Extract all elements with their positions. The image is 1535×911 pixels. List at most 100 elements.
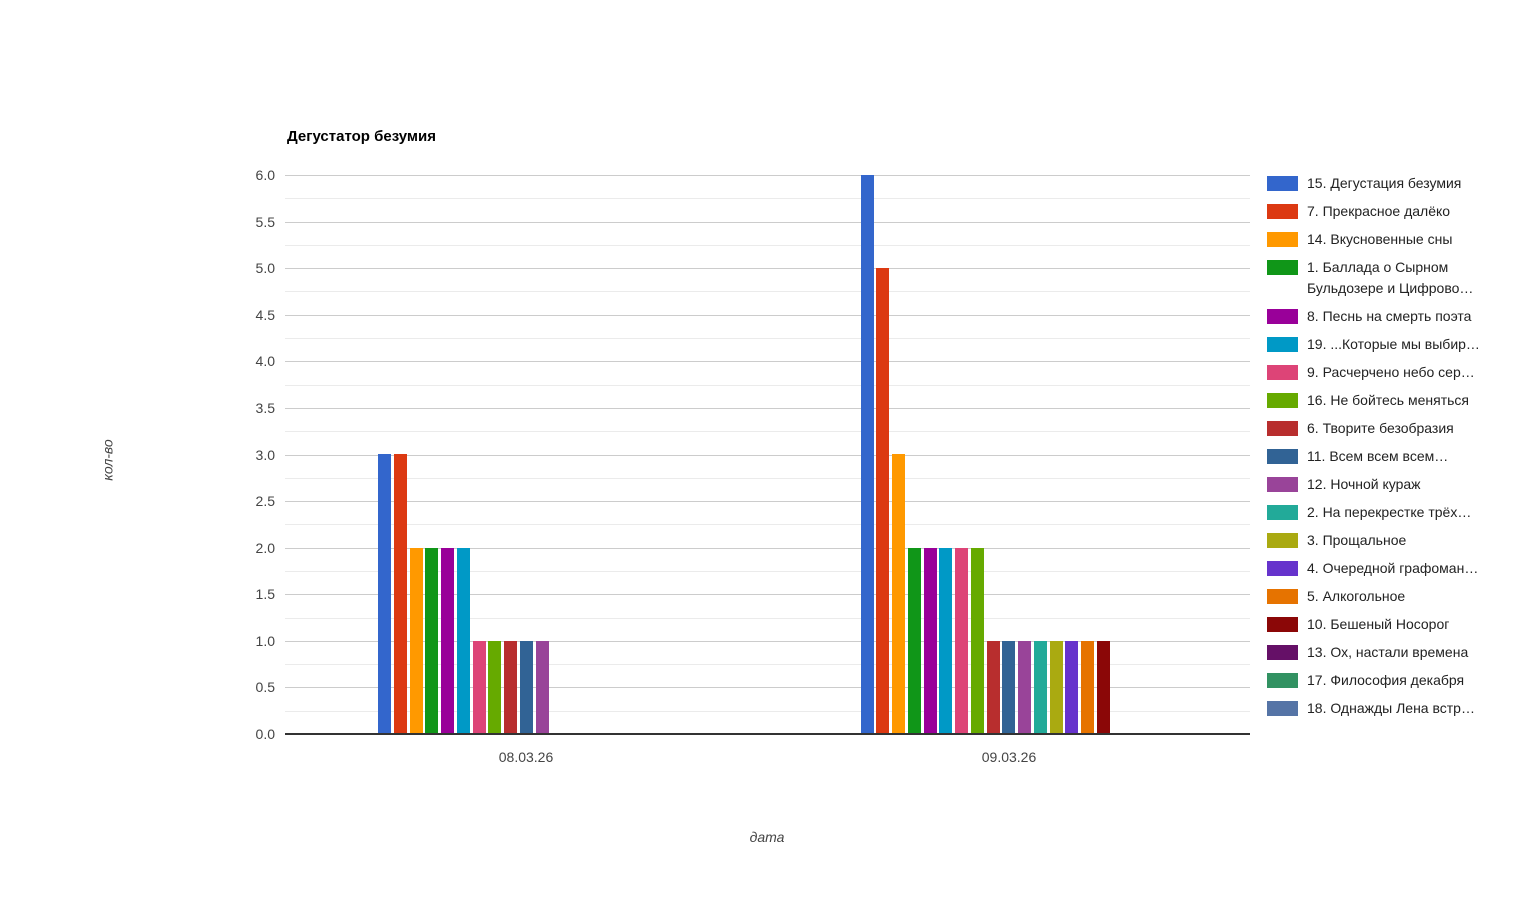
legend-item-16[interactable]: 10. Бешеный Носорог [1267,614,1517,635]
legend-item-18[interactable]: 17. Философия декабря [1267,670,1517,691]
gridline-minor [285,571,1250,572]
gridline-major [285,175,1250,176]
gridline-major [285,641,1250,642]
legend-item-5[interactable]: 8. Песнь на смерть поэта [1267,306,1517,327]
gridline-major [285,222,1250,223]
legend-swatch-icon [1267,589,1298,604]
gridline-minor [285,338,1250,339]
bar-1[interactable] [861,175,874,734]
bar-15[interactable] [1081,641,1094,734]
legend-swatch-icon [1267,393,1298,408]
bar-14[interactable] [1065,641,1078,734]
bar-13[interactable] [1050,641,1063,734]
legend-label: 16. Не бойтесь меняться [1307,392,1469,408]
legend-swatch-icon [1267,533,1298,548]
legend-item-8[interactable]: 16. Не бойтесь меняться [1267,390,1517,411]
gridline-minor [285,524,1250,525]
gridline-major [285,687,1250,688]
legend-item-2[interactable]: 7. Прекрасное далёко [1267,201,1517,222]
legend-item-15[interactable]: 5. Алкогольное [1267,586,1517,607]
legend-item-17[interactable]: 13. Ох, настали времена [1267,642,1517,663]
bar-8[interactable] [971,548,984,734]
legend-label: 5. Алкогольное [1307,588,1406,604]
bar-2[interactable] [876,268,889,734]
gridline-major [285,315,1250,316]
legend-swatch-icon [1267,204,1298,219]
y-tick-label: 0.5 [255,679,275,695]
bar-1[interactable] [378,454,391,734]
bar-9[interactable] [504,641,517,734]
bar-7[interactable] [955,548,968,734]
y-tick-label: 1.5 [255,586,275,602]
y-tick-label: 2.0 [255,540,275,556]
y-tick-label: 4.0 [255,353,275,369]
y-axis-title: кол-во [99,439,116,481]
legend-item-19[interactable]: 18. Однажды Лена встр… [1267,698,1517,719]
gridline-minor [285,431,1250,432]
legend-swatch-icon [1267,232,1298,247]
gridline-minor [285,385,1250,386]
legend-item-12[interactable]: 2. На перекрестке трёх… [1267,502,1517,523]
gridline-major [285,501,1250,502]
legend-label: 17. Философия декабря [1307,672,1465,688]
legend-item-3[interactable]: 14. Вкусновенные сны [1267,229,1517,250]
bar-6[interactable] [457,548,470,734]
y-tick-label: 3.5 [255,400,275,416]
bar-11[interactable] [1018,641,1031,734]
bar-9[interactable] [987,641,1000,734]
legend-item-1[interactable]: 15. Дегустация безумия [1267,173,1517,194]
gridline-major [285,361,1250,362]
legend-swatch-icon [1267,477,1298,492]
gridline-major [285,408,1250,409]
legend-item-11[interactable]: 12. Ночной кураж [1267,474,1517,495]
legend-label: 3. Прощальное [1307,532,1407,548]
legend-swatch-icon [1267,309,1298,324]
bar-2[interactable] [394,454,407,734]
y-tick-label: 2.5 [255,493,275,509]
legend-label: 15. Дегустация безумия [1307,175,1462,191]
bar-7[interactable] [473,641,486,734]
y-tick-label: 1.0 [255,633,275,649]
legend-label: 18. Однажды Лена встр… [1307,700,1475,716]
bar-3[interactable] [410,548,423,734]
legend-swatch-icon [1267,176,1298,191]
bar-3[interactable] [892,454,905,734]
gridline-major [285,455,1250,456]
bar-10[interactable] [520,641,533,734]
legend-item-7[interactable]: 9. Расчерчено небо сер… [1267,362,1517,383]
y-tick-label: 5.0 [255,260,275,276]
legend-swatch-icon [1267,645,1298,660]
y-tick-label: 0.0 [255,726,275,742]
bar-4[interactable] [908,548,921,734]
bar-8[interactable] [488,641,501,734]
bar-12[interactable] [1034,641,1047,734]
legend-item-6[interactable]: 19. ...Которые мы выбир… [1267,334,1517,355]
bar-4[interactable] [425,548,438,734]
legend-swatch-icon [1267,617,1298,632]
legend-label: 11. Всем всем всем… [1307,448,1449,464]
legend-label: 4. Очередной графоман… [1307,560,1479,576]
bar-16[interactable] [1097,641,1110,734]
chart-legend: 15. Дегустация безумия 7. Прекрасное далё… [1267,173,1517,719]
legend-item-10[interactable]: 11. Всем всем всем… [1267,446,1517,467]
x-tick-label: 09.03.26 [981,749,1037,765]
legend-label: 2. На перекрестке трёх… [1307,504,1472,520]
legend-item-13[interactable]: 3. Прощальное [1267,530,1517,551]
y-tick-label: 6.0 [255,167,275,183]
bar-5[interactable] [924,548,937,734]
legend-item-9[interactable]: 6. Творите безобразия [1267,418,1517,439]
legend-swatch-icon [1267,421,1298,436]
x-tick-label: 08.03.26 [498,749,554,765]
x-axis-title: дата [749,829,785,845]
legend-swatch-icon [1267,673,1298,688]
legend-item-4[interactable]: 1. Баллада о Сырном Бульдозере и Цифрово… [1267,257,1517,299]
bar-11[interactable] [536,641,549,734]
legend-item-14[interactable]: 4. Очередной графоман… [1267,558,1517,579]
legend-label: 12. Ночной кураж [1307,476,1421,492]
chart-title: Дегустатор безумия [287,128,437,145]
bar-10[interactable] [1002,641,1015,734]
bar-5[interactable] [441,548,454,734]
bar-6[interactable] [939,548,952,734]
legend-label: 1. Баллада о Сырном Бульдозере и Цифрово… [1307,259,1474,296]
